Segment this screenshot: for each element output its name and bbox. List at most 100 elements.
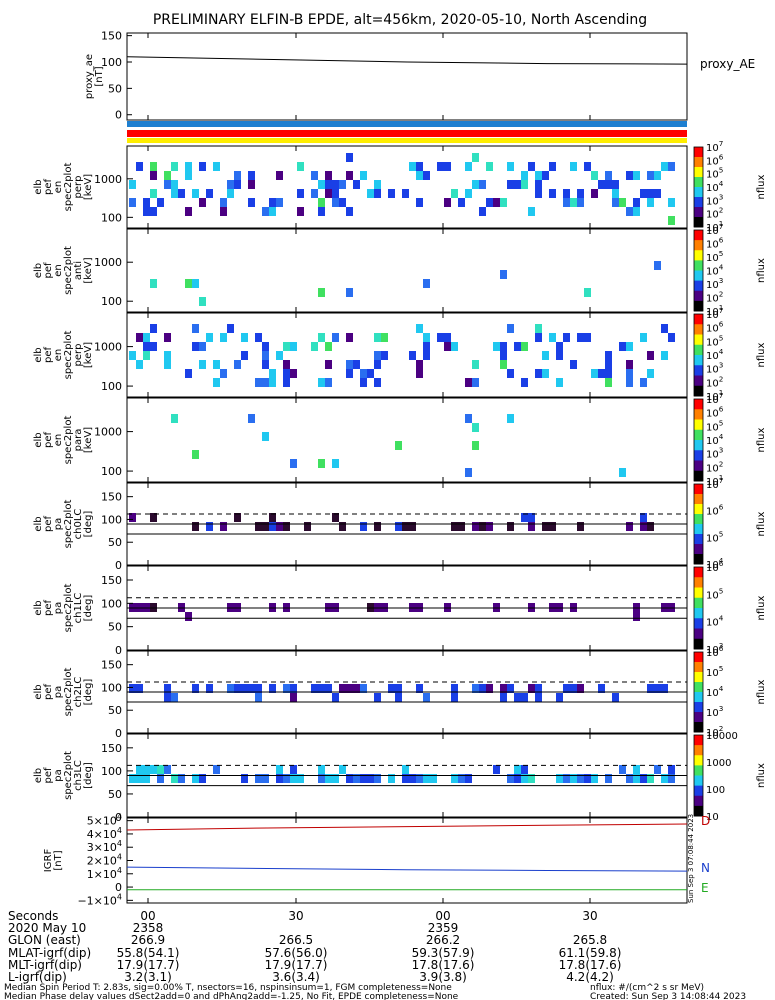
y-axis-label-line: [deg]: [83, 595, 94, 622]
colorbar-tick-label: 105: [706, 529, 723, 544]
colorbar-segment: [694, 314, 703, 325]
y-tick-label: 100: [101, 765, 122, 778]
spectrogram-cell: [528, 207, 535, 216]
colorbar-tick-label: 107: [706, 139, 723, 154]
spectrogram-cell: [164, 333, 171, 342]
spectrogram-cell: [500, 342, 507, 351]
footer-units: nflux: #/(cm^2 s sr MeV): [590, 983, 704, 993]
spectrogram-cell: [248, 684, 255, 693]
spectrogram-cell: [290, 342, 297, 351]
panel-ch3: 150 100 50 0 elb pef pa spec2plot ch3LC [deg] 1000…: [33, 731, 767, 824]
spectrogram-cell: [535, 189, 542, 198]
y-tick-label: 50: [108, 82, 122, 95]
footer-row-value: 59.3(57.9): [412, 946, 475, 960]
colorbar-segment: [694, 440, 703, 451]
spectrogram-cell: [374, 378, 381, 387]
y-tick-label: 50: [108, 788, 122, 801]
spectrogram-cell: [171, 162, 178, 171]
plot-frame: [126, 650, 688, 734]
spectrogram-cell: [143, 198, 150, 207]
spectrogram-cell: [570, 360, 577, 369]
y-axis-label-line: elb: [33, 600, 44, 615]
spectrogram-cell: [318, 333, 325, 342]
spectrogram-cell: [577, 684, 584, 693]
spectrogram-cell: [262, 378, 269, 387]
spectrogram-cell: [262, 774, 269, 783]
colorbar-segment: [694, 755, 703, 766]
colorbar-tick-label: 103: [706, 704, 723, 719]
plot-frame: [126, 312, 688, 398]
spectrogram-cell: [199, 162, 206, 171]
spectrogram-cell: [507, 369, 514, 378]
spectrogram-cell: [451, 684, 458, 693]
footer-row-value: 3.2(3.1): [124, 970, 172, 984]
spectrogram-cell: [584, 288, 591, 297]
colorbar-tick-label: 1000: [706, 758, 731, 769]
spectrogram-cell: [633, 198, 640, 207]
spectrogram-cell: [640, 189, 647, 198]
colorbar-label-text: nflux: [756, 427, 767, 452]
spectrogram-cell: [136, 684, 143, 693]
spectrogram-cell: [605, 360, 612, 369]
spectrogram-cell: [612, 180, 619, 189]
spectrogram-cell: [416, 171, 423, 180]
spectrogram-cell: [493, 765, 500, 774]
spectrogram-cell: [563, 774, 570, 783]
footer-row-label: Seconds: [8, 909, 58, 923]
spectrogram-cell: [668, 774, 675, 783]
spectrogram-cell: [374, 360, 381, 369]
colorbar-tick-label: 100: [706, 785, 725, 796]
spectrogram-cell: [409, 351, 416, 360]
spectrogram-cell: [360, 171, 367, 180]
spectrogram-cell: [451, 693, 458, 702]
spectrogram-cell: [528, 522, 535, 531]
colorbar-segment: [694, 187, 703, 198]
colorbar-label: nflux: [756, 174, 767, 199]
footer-row-value: 266.2: [426, 933, 460, 947]
y-tick-label: 0: [115, 811, 122, 824]
spectrogram-cell: [199, 774, 206, 783]
spectrogram-cell: [297, 207, 304, 216]
y-axis-label-line: [keV]: [83, 257, 94, 283]
spectrogram-cell: [269, 198, 276, 207]
spectrogram-cell: [129, 180, 136, 189]
y-tick-label: 4×104: [87, 826, 122, 841]
spectrogram-cell: [374, 351, 381, 360]
spectrogram-cell: [395, 441, 402, 450]
spectrogram-cell: [129, 513, 136, 522]
spectrogram-cell: [633, 765, 640, 774]
y-axis-label-line: spec2plot: [63, 751, 74, 800]
colorbar-frame: [693, 483, 704, 565]
spectrogram-cell: [346, 774, 353, 783]
spectrogram-cell: [647, 171, 654, 180]
colorbar-tick-label: 104: [706, 432, 724, 447]
y-axis-label-line: [keV]: [83, 342, 94, 368]
spectrogram-cell: [605, 351, 612, 360]
spectrogram-cell: [171, 774, 178, 783]
spectrogram-cell: [535, 324, 542, 333]
spectrogram-cell: [507, 162, 514, 171]
spectrogram-cell: [402, 774, 409, 783]
colorbar-tick-label: 103: [706, 361, 723, 376]
spectrogram-cell: [283, 378, 290, 387]
spectrogram-cell: [388, 189, 395, 198]
footer-created: Created: Sun Sep 3 14:08:44 2023: [590, 992, 746, 1000]
colorbar-segment: [694, 587, 703, 599]
spectrogram-cell: [444, 198, 451, 207]
spectrogram-cell: [150, 765, 157, 774]
spectrogram-cell: [507, 774, 514, 783]
spectrogram-cell: [521, 765, 528, 774]
spectrogram-cell: [276, 171, 283, 180]
colorbar-frame: [693, 398, 704, 482]
spectrogram-cell: [164, 684, 171, 693]
spectrogram-cell: [577, 333, 584, 342]
spectrogram-cell: [283, 684, 290, 693]
spectrogram-cell: [521, 774, 528, 783]
spectrogram-cell: [570, 684, 577, 693]
spectrogram-cell: [668, 162, 675, 171]
status-bar-red: [127, 130, 687, 137]
spectrogram-cell: [591, 189, 598, 198]
footer-row-value: 2359: [428, 921, 459, 935]
footer-row-value: 17.8(17.6): [559, 958, 622, 972]
spectrogram-cell: [577, 522, 584, 531]
